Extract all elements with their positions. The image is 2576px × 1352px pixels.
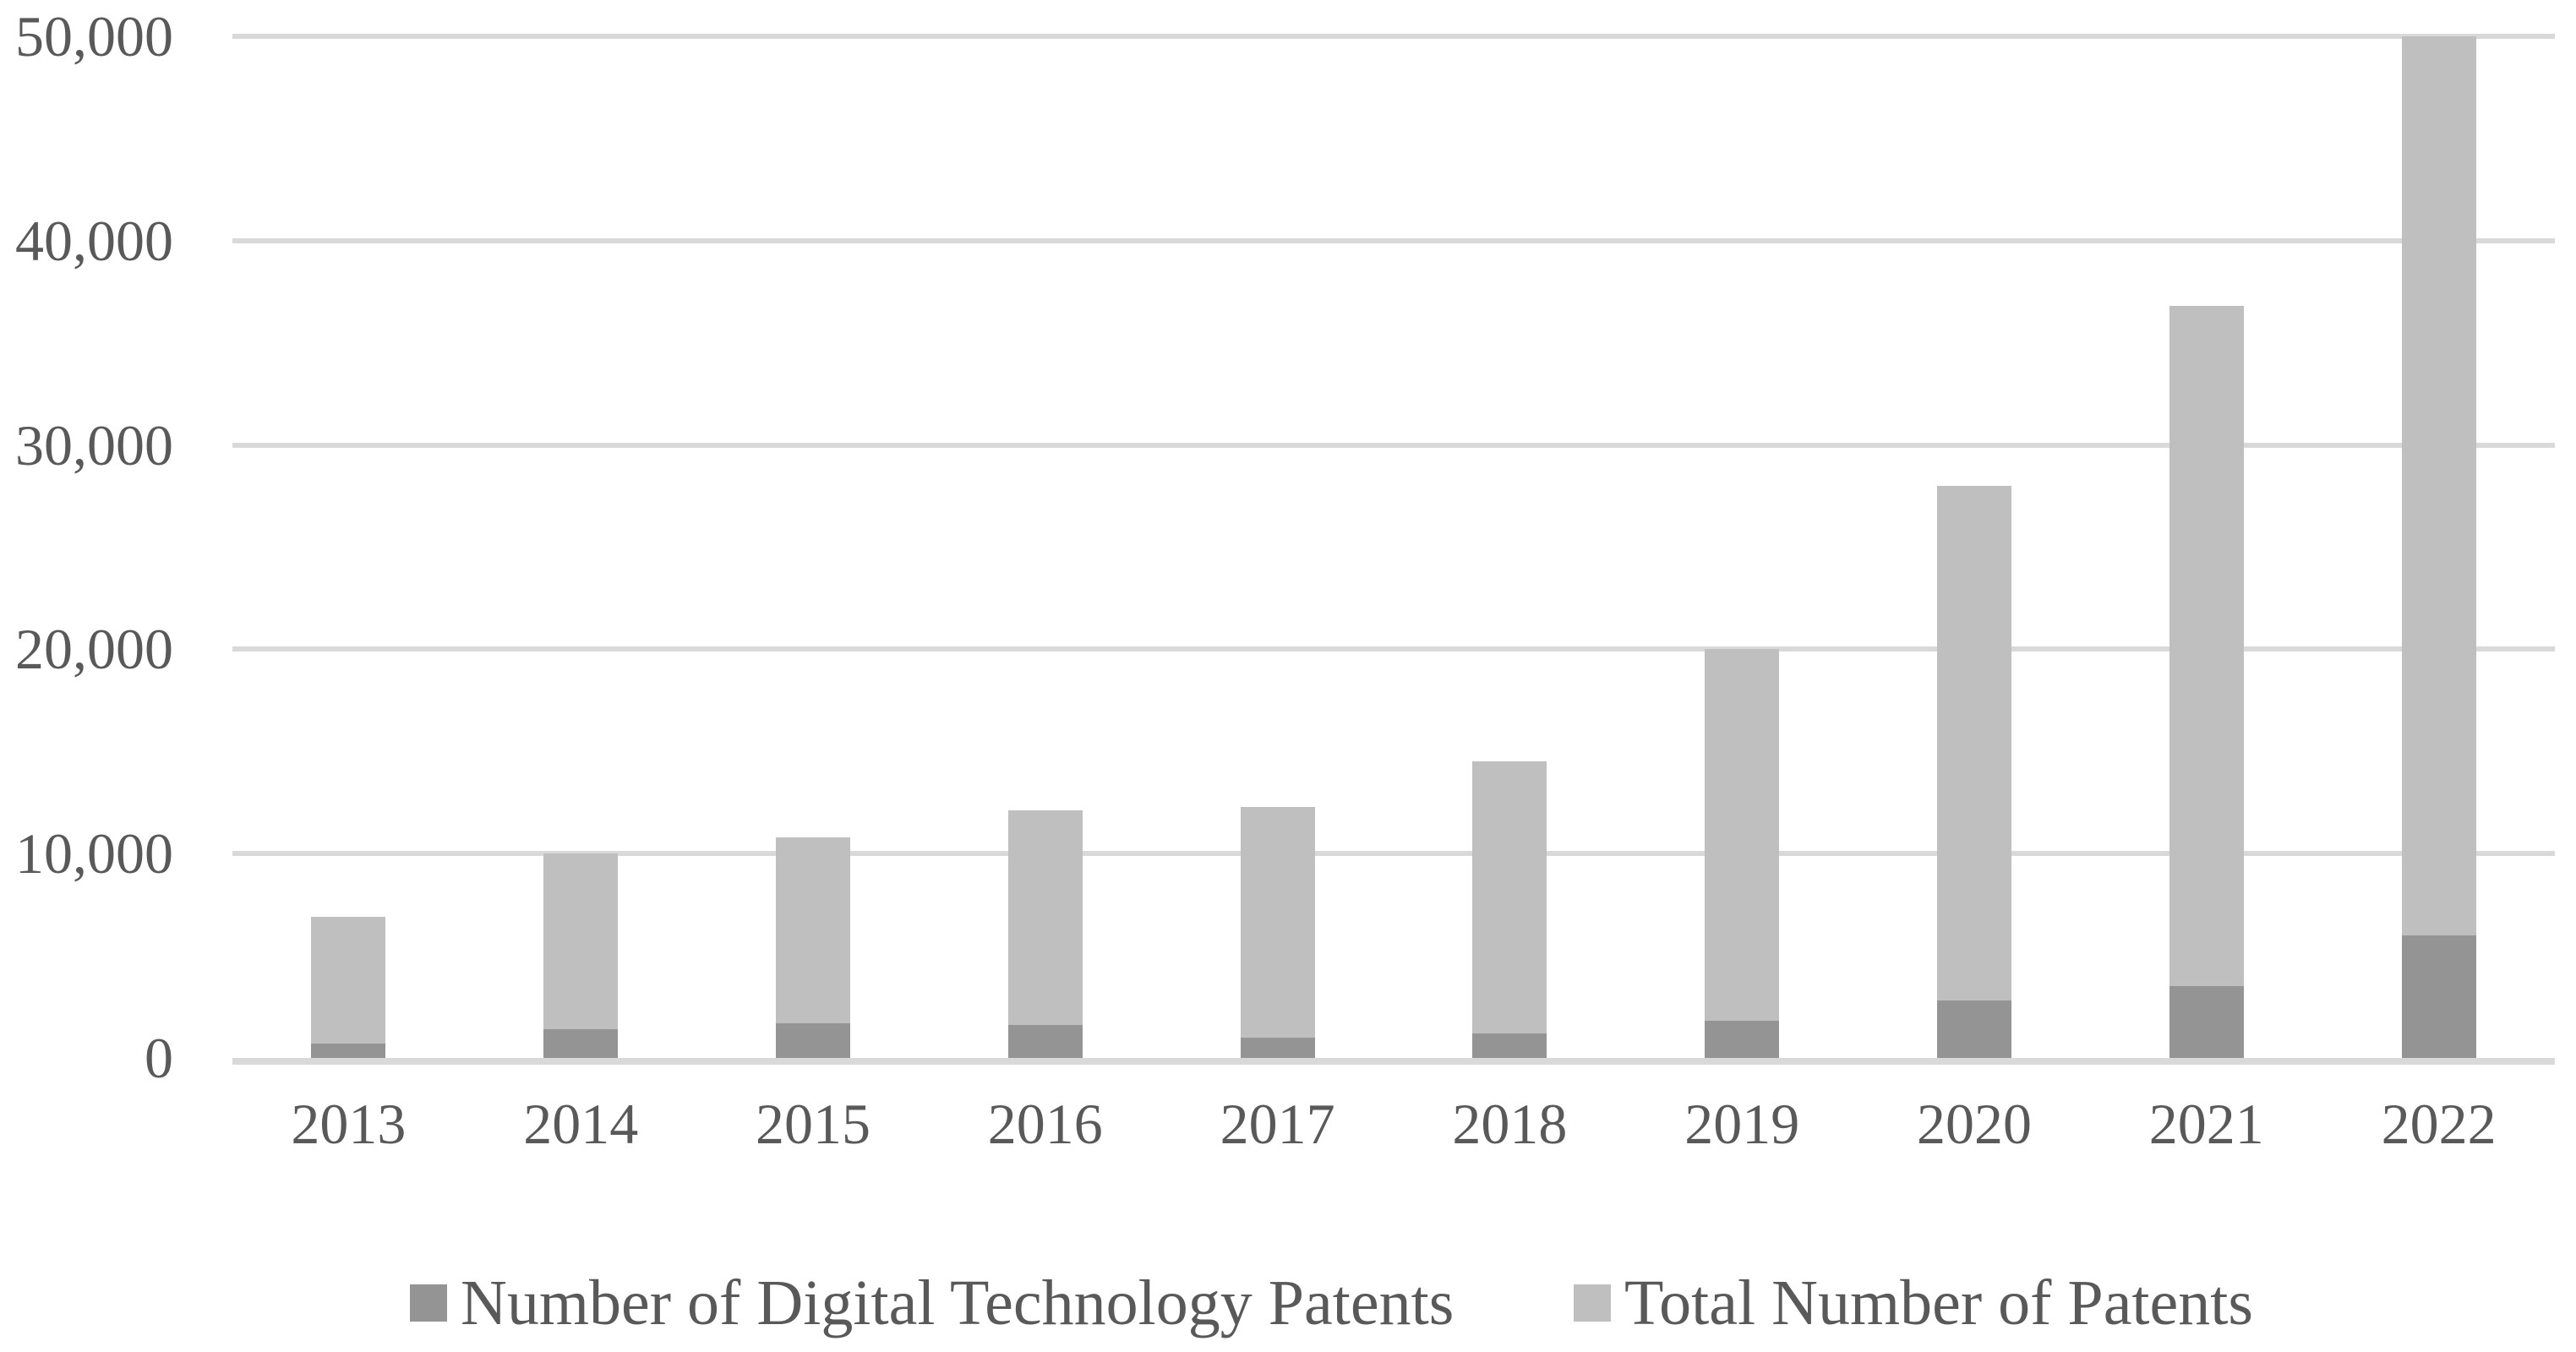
bar-2018-total-patents: [1472, 761, 1547, 1058]
x-tick-label-2014: 2014: [523, 1092, 639, 1156]
gridline-50,000: [232, 34, 2555, 39]
y-tick-label-30,000: 30,000: [15, 412, 173, 477]
bar-2016-total-patents: [1007, 810, 1083, 1058]
gridline-40,000: [232, 237, 2555, 243]
bar-2013-digital-technology-patents: [311, 1044, 386, 1058]
bar-2022-digital-technology-patents: [2401, 935, 2476, 1058]
bar-2014-total-patents: [543, 853, 619, 1058]
gridline-20,000: [232, 646, 2555, 652]
category-slot-2016: [929, 36, 1161, 1058]
x-tick-label-2017: 2017: [1220, 1092, 1335, 1156]
x-tick-label-2013: 2013: [291, 1092, 407, 1156]
y-tick-label-50,000: 50,000: [15, 4, 173, 68]
bar-2020-digital-technology-patents: [1936, 1000, 2011, 1058]
category-slot-2019: [1626, 36, 1858, 1058]
legend-item-total-patents: Total Number of Patents: [1574, 1271, 2253, 1335]
plot-area: [232, 34, 2555, 1065]
x-tick-label-2015: 2015: [755, 1092, 870, 1156]
x-tick-label-2016: 2016: [987, 1092, 1103, 1156]
gridline-10,000: [232, 851, 2555, 857]
x-tick-label-2019: 2019: [1684, 1092, 1800, 1156]
y-tick-label-20,000: 20,000: [15, 617, 173, 682]
bar-2018-digital-technology-patents: [1472, 1033, 1547, 1058]
category-slot-2018: [1394, 36, 1626, 1058]
bar-2013-total-patents: [311, 917, 386, 1058]
category-slot-2017: [1161, 36, 1394, 1058]
y-tick-label-0: 0: [145, 1026, 173, 1090]
bar-2022-total-patents: [2401, 36, 2476, 1058]
category-slot-2014: [465, 36, 697, 1058]
legend-label-total-patents: Total Number of Patents: [1624, 1268, 2253, 1338]
bar-2016-digital-technology-patents: [1007, 1025, 1083, 1058]
x-tick-label-2020: 2020: [1916, 1092, 2032, 1156]
y-tick-label-10,000: 10,000: [15, 821, 173, 886]
gridline-30,000: [232, 442, 2555, 448]
x-tick-label-2022: 2022: [2381, 1092, 2497, 1156]
bar-2015-total-patents: [775, 837, 850, 1058]
bar-2014-digital-technology-patents: [543, 1029, 619, 1058]
bar-2017-total-patents: [1240, 806, 1315, 1058]
legend-swatch-digital-patents: [410, 1284, 447, 1322]
x-tick-label-2018: 2018: [1452, 1092, 1568, 1156]
bar-2019-digital-technology-patents: [1705, 1021, 1780, 1058]
legend-swatch-total-patents: [1574, 1284, 1611, 1322]
category-slot-2013: [232, 36, 465, 1058]
category-slot-2020: [1858, 36, 2091, 1058]
x-axis-line: [232, 1058, 2555, 1065]
bar-2015-digital-technology-patents: [775, 1022, 850, 1058]
y-tick-label-40,000: 40,000: [15, 208, 173, 273]
x-tick-label-2021: 2021: [2148, 1092, 2264, 1156]
bar-2020-total-patents: [1936, 485, 2011, 1058]
bar-2017-digital-technology-patents: [1240, 1037, 1315, 1058]
category-slot-2022: [2322, 36, 2555, 1058]
bar-2021-total-patents: [2169, 306, 2244, 1058]
legend-item-digital-patents: Number of Digital Technology Patents: [410, 1271, 1454, 1335]
category-slot-2021: [2090, 36, 2322, 1058]
category-slot-2015: [697, 36, 930, 1058]
bar-2021-digital-technology-patents: [2169, 986, 2244, 1058]
bar-2019-total-patents: [1705, 649, 1780, 1058]
legend-label-digital-patents: Number of Digital Technology Patents: [461, 1268, 1454, 1338]
